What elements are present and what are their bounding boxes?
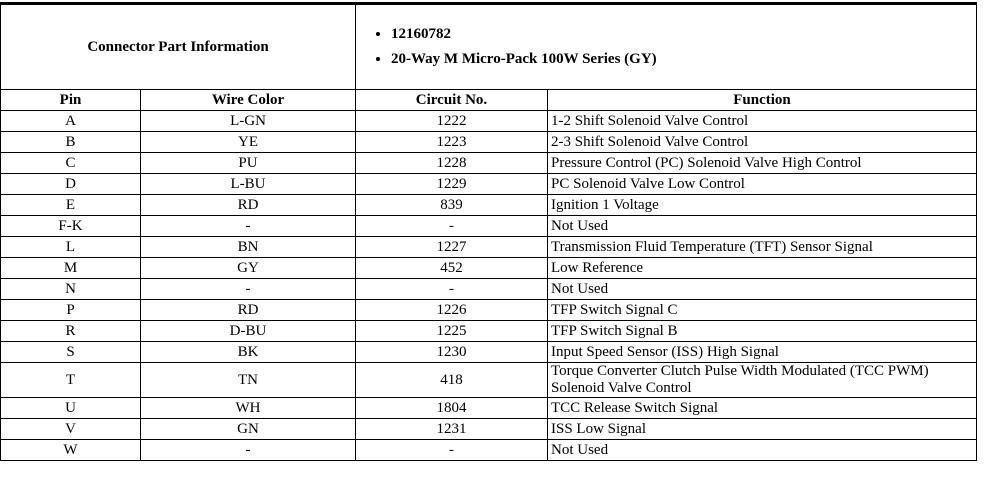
cell-circuit-no: 452 — [355, 257, 548, 279]
table-row: F-K - - Not Used — [0, 215, 977, 237]
connector-table: Connector Part Information 12160782 20-W… — [0, 2, 977, 461]
cell-wire-color: D-BU — [140, 320, 356, 342]
cell-wire-color: GN — [140, 418, 356, 440]
cell-pin: R — [0, 320, 141, 342]
cell-pin: F-K — [0, 215, 141, 237]
cell-circuit-no: 1230 — [355, 341, 548, 363]
table-row: E RD 839 Ignition 1 Voltage — [0, 194, 977, 216]
table-row: S BK 1230 Input Speed Sensor (ISS) High Sig… — [0, 341, 977, 363]
column-header-row: Pin Wire Color Circuit No. Function — [0, 89, 977, 111]
cell-wire-color: BN — [140, 236, 356, 258]
cell-wire-color: BK — [140, 341, 356, 363]
cell-circuit-no: 1804 — [355, 397, 548, 419]
cell-pin: E — [0, 194, 141, 216]
cell-function: Not Used — [547, 215, 977, 237]
table-row: L BN 1227 Transmission Fluid Temperature (T… — [0, 236, 977, 258]
cell-circuit-no: 1229 — [355, 173, 548, 195]
cell-circuit-no: 1227 — [355, 236, 548, 258]
cell-function: ISS Low Signal — [547, 418, 977, 440]
cell-pin: P — [0, 299, 141, 321]
cell-wire-color: - — [140, 278, 356, 300]
cell-circuit-no: - — [355, 215, 548, 237]
cell-function: Pressure Control (PC) Solenoid Valve Hig… — [547, 152, 977, 174]
cell-function: TFP Switch Signal B — [547, 320, 977, 342]
cell-function: Ignition 1 Voltage — [547, 194, 977, 216]
cell-wire-color: YE — [140, 131, 356, 153]
cell-circuit-no: 1226 — [355, 299, 548, 321]
cell-wire-color: GY — [140, 257, 356, 279]
cell-wire-color: L-BU — [140, 173, 356, 195]
cell-wire-color: L-GN — [140, 110, 356, 132]
cell-pin: C — [0, 152, 141, 174]
cell-wire-color: WH — [140, 397, 356, 419]
connector-header-row: Connector Part Information 12160782 20-W… — [0, 3, 977, 90]
cell-function: 1-2 Shift Solenoid Valve Control — [547, 110, 977, 132]
cell-function: Input Speed Sensor (ISS) High Signal — [547, 341, 977, 363]
cell-wire-color: - — [140, 215, 356, 237]
pin-table-body: A L-GN 1222 1-2 Shift Solenoid Valve Contro… — [0, 110, 977, 461]
cell-pin: B — [0, 131, 141, 153]
connector-part-number: 12160782 — [391, 26, 973, 43]
cell-circuit-no: 839 — [355, 194, 548, 216]
cell-function: PC Solenoid Valve Low Control — [547, 173, 977, 195]
column-header-circuit-no: Circuit No. — [355, 89, 548, 111]
cell-pin: S — [0, 341, 141, 363]
cell-function: Transmission Fluid Temperature (TFT) Sen… — [547, 236, 977, 258]
cell-function: Torque Converter Clutch Pulse Width Modu… — [547, 362, 977, 398]
column-header-pin: Pin — [0, 89, 141, 111]
connector-series-description: 20-Way M Micro-Pack 100W Series (GY) — [391, 51, 973, 68]
cell-pin: T — [0, 362, 141, 398]
cell-function: TFP Switch Signal C — [547, 299, 977, 321]
cell-pin: N — [0, 278, 141, 300]
table-row: B YE 1223 2-3 Shift Solenoid Valve Control — [0, 131, 977, 153]
cell-function: Not Used — [547, 439, 977, 461]
table-row: N - - Not Used — [0, 278, 977, 300]
table-row: A L-GN 1222 1-2 Shift Solenoid Valve Contro… — [0, 110, 977, 132]
cell-function: Low Reference — [547, 257, 977, 279]
cell-wire-color: PU — [140, 152, 356, 174]
cell-circuit-no: - — [355, 278, 548, 300]
table-row: M GY 452 Low Reference — [0, 257, 977, 279]
connector-part-information-title: Connector Part Information — [0, 3, 356, 90]
table-row: C PU 1228 Pressure Control (PC) Solenoid Va… — [0, 152, 977, 174]
cell-pin: L — [0, 236, 141, 258]
cell-pin: M — [0, 257, 141, 279]
cell-circuit-no: - — [355, 439, 548, 461]
column-header-wire-color: Wire Color — [140, 89, 356, 111]
cell-function: Not Used — [547, 278, 977, 300]
cell-circuit-no: 1223 — [355, 131, 548, 153]
cell-function: TCC Release Switch Signal — [547, 397, 977, 419]
table-row: W - - Not Used — [0, 439, 977, 461]
column-header-function: Function — [547, 89, 977, 111]
table-row: V GN 1231 ISS Low Signal — [0, 418, 977, 440]
cell-pin: U — [0, 397, 141, 419]
cell-circuit-no: 418 — [355, 362, 548, 398]
cell-wire-color: RD — [140, 299, 356, 321]
table-row: U WH 1804 TCC Release Switch Signal — [0, 397, 977, 419]
cell-pin: V — [0, 418, 141, 440]
table-row: R D-BU 1225 TFP Switch Signal B — [0, 320, 977, 342]
cell-pin: D — [0, 173, 141, 195]
cell-circuit-no: 1225 — [355, 320, 548, 342]
cell-pin: A — [0, 110, 141, 132]
table-row: P RD 1226 TFP Switch Signal C — [0, 299, 977, 321]
cell-function: 2-3 Shift Solenoid Valve Control — [547, 131, 977, 153]
cell-wire-color: RD — [140, 194, 356, 216]
cell-wire-color: TN — [140, 362, 356, 398]
table-row: T TN 418 Torque Converter Clutch Pulse Widt… — [0, 362, 977, 398]
cell-pin: W — [0, 439, 141, 461]
cell-circuit-no: 1231 — [355, 418, 548, 440]
cell-wire-color: - — [140, 439, 356, 461]
connector-part-details-list: 12160782 20-Way M Micro-Pack 100W Series… — [359, 26, 973, 68]
cell-circuit-no: 1222 — [355, 110, 548, 132]
cell-circuit-no: 1228 — [355, 152, 548, 174]
table-row: D L-BU 1229 PC Solenoid Valve Low Control — [0, 173, 977, 195]
connector-part-details-cell: 12160782 20-Way M Micro-Pack 100W Series… — [355, 3, 977, 90]
